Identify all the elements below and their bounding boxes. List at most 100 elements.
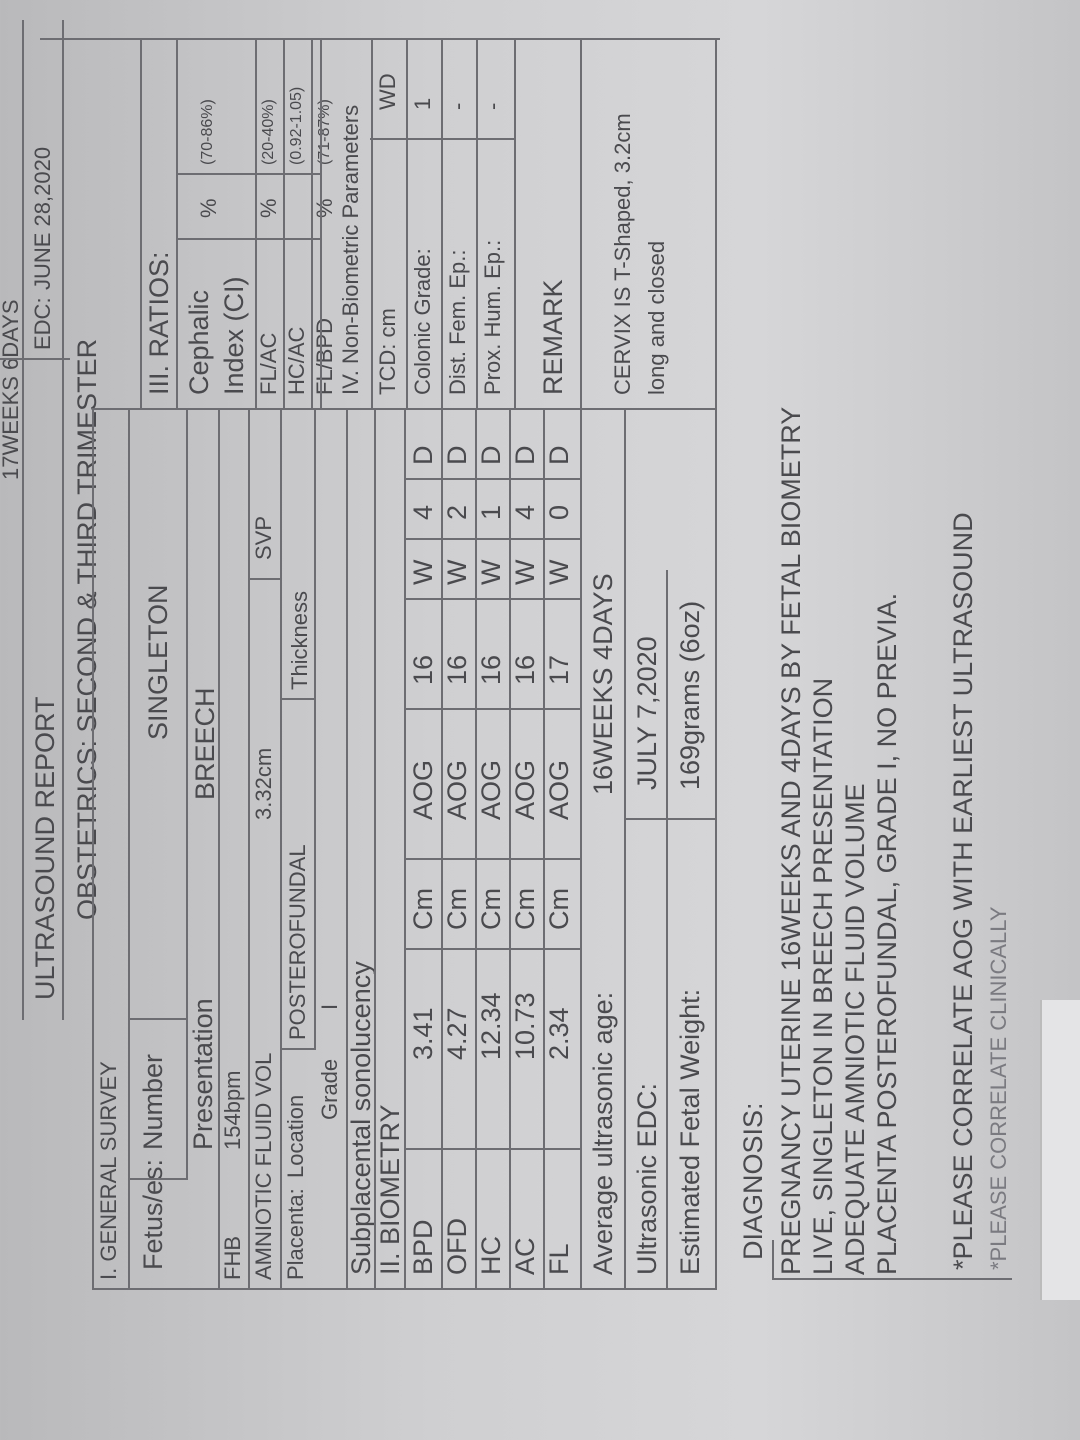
diagnosis-border (772, 1278, 1012, 1280)
biometry-param: HC (476, 1236, 506, 1275)
biometry-unit: Cm (544, 888, 574, 930)
biometry-unit: Cm (476, 888, 506, 930)
row-line (580, 410, 582, 1290)
grade-value: I (317, 1003, 342, 1010)
biometry-value: 10.73 (510, 992, 540, 1060)
biometry-aog: AOG (442, 759, 472, 820)
row-line (441, 410, 443, 1290)
non-biometric-label: Prox. Hum. Ep.: (480, 239, 505, 395)
biometry-days: 2 (442, 504, 472, 520)
afv-value: 3.32cm (251, 747, 276, 820)
biometry-d: D (442, 445, 472, 466)
biometry-aog: AOG (544, 759, 574, 820)
col-line (404, 1148, 580, 1150)
diagnosis-note: *PLEASE CORRELATE CLINICALLY (986, 906, 1011, 1270)
col-line (624, 818, 716, 820)
ratios-heading: III. RATIOS: (144, 251, 174, 395)
biometry-d: D (544, 445, 574, 466)
efw-value: 169grams (6oz) (675, 600, 705, 790)
biometry-unit: Cm (510, 888, 540, 930)
subplacental-label: Subplacental sonolucency (346, 961, 376, 1275)
number-label: Number (138, 1053, 168, 1150)
row-line (320, 40, 322, 410)
fhb-value: 154bpm (220, 1070, 245, 1150)
row-line (441, 40, 443, 410)
col-line (404, 598, 580, 600)
ultrasonic-edc-label: Ultrasonic EDC: (632, 1082, 662, 1275)
biometry-param: OFD (442, 1218, 472, 1275)
biometry-aog: AOG (476, 759, 506, 820)
presentation-value: BREECH (190, 687, 220, 800)
ratio-label: HC/AC (284, 326, 309, 395)
col-line (176, 238, 320, 240)
biometry-weeks: 16 (408, 654, 438, 685)
remark-line-2: long and closed (644, 240, 669, 395)
biometry-w: W (544, 559, 574, 585)
placenta-label: Placenta: (283, 1188, 308, 1280)
col-line (128, 1018, 186, 1020)
row-line (475, 410, 477, 1290)
ratios-border (140, 40, 142, 410)
col-line (404, 858, 580, 860)
grade-label: Grade (317, 1058, 342, 1120)
non-biometric-label: TCD: cm (375, 308, 400, 395)
biometry-d: D (408, 445, 438, 466)
svp-label: SVP (251, 515, 276, 560)
biometry-days: 1 (476, 504, 506, 520)
biometry-weeks: 16 (510, 654, 540, 685)
row-line (406, 40, 408, 410)
ratio-label: FL/BPD (312, 317, 337, 395)
row-line (255, 40, 257, 410)
diagnosis-line: PLACENTA POSTEROFUNDAL, GRADE I, NO PREV… (872, 592, 902, 1275)
non-biometric-label: Dist. Fem. Ep.: (445, 249, 470, 395)
col-line (404, 948, 580, 950)
row-line (509, 410, 511, 1290)
non-biometric-value: - (445, 102, 470, 110)
location-value: POSTEROFUNDAL (285, 844, 310, 1040)
row-line (311, 40, 313, 410)
ratio-range: (70-86%) (199, 99, 216, 165)
adjacent-paper (1040, 1000, 1080, 1300)
biometry-value: 2.34 (544, 1007, 574, 1060)
ratio-range: (20-40%) (260, 99, 277, 165)
biometry-weeks: 16 (476, 654, 506, 685)
biometry-value: 4.27 (442, 1007, 472, 1060)
ratio-range: (0.92-1.05) (288, 86, 305, 165)
ratio-unit: % (312, 198, 337, 218)
fetuses-label: Fetus/es: (138, 1158, 168, 1270)
biometry-w: W (442, 559, 472, 585)
biometry-value: 12.34 (476, 992, 506, 1060)
presentation-label: Presentation (188, 998, 218, 1150)
row-line (128, 410, 130, 1290)
biometry-unit: Cm (442, 888, 472, 930)
row-line (218, 410, 220, 1290)
aog-header-text: 17WEEKS 6DAYS (0, 299, 23, 480)
col-line (128, 1178, 186, 1180)
biometry-aog: AOG (510, 759, 540, 820)
row-line (476, 40, 478, 410)
report-title: ULTRASOUND REPORT (30, 696, 60, 1000)
non-biometric-heading: IV. Non-Biometric Parameters (338, 104, 363, 395)
general-survey-heading: I. GENERAL SURVEY (96, 1061, 121, 1280)
diagnosis-line: LIVE, SINGLETON IN BREECH PRESENTATION (808, 677, 838, 1275)
biometry-d: D (510, 445, 540, 466)
non-biometric-value: - (480, 102, 505, 110)
biometry-w: W (476, 559, 506, 585)
diagnosis-line: ADEQUATE AMNIOTIC FLUID VOLUME (840, 783, 870, 1275)
col-line (176, 173, 320, 175)
biometry-aog: AOG (408, 759, 438, 820)
non-biometric-value: WD (375, 73, 400, 110)
remark-heading: REMARK (538, 279, 568, 395)
biometry-d: D (476, 445, 506, 466)
biometry-param: BPD (408, 1219, 438, 1275)
row-line (404, 410, 406, 1290)
diagnosis-line: PREGNANCY UTERINE 16WEEKS AND 4DAYS BY F… (776, 406, 806, 1275)
ratio-label: FL/AC (256, 332, 281, 395)
diagnosis-heading: DIAGNOSIS: (738, 1102, 768, 1260)
biometry-w: W (408, 559, 438, 585)
biometry-heading: II. BIOMETRY (375, 1104, 405, 1275)
efw-label: Estimated Fetal Weight: (675, 988, 705, 1275)
diagnosis-border (772, 1240, 774, 1280)
col-line (404, 708, 580, 710)
